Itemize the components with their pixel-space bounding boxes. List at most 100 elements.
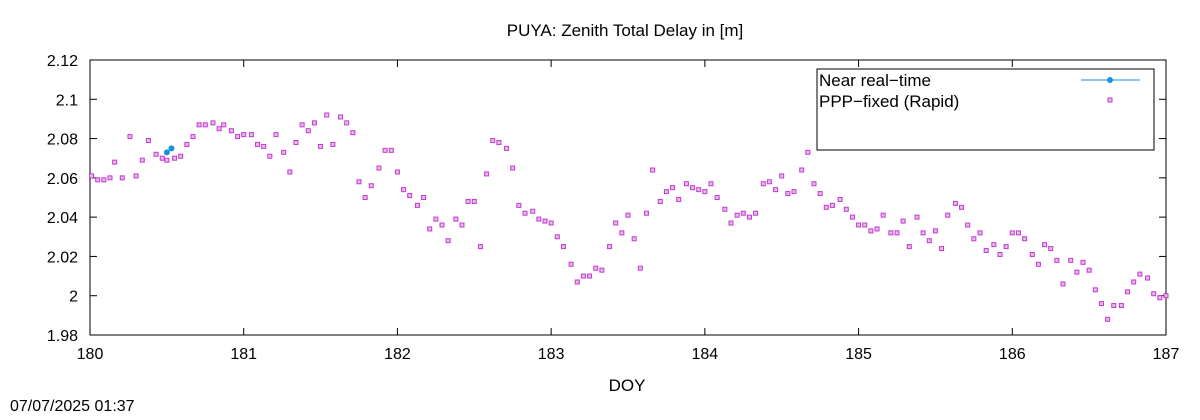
ppp-fixed-point [740,210,746,216]
ppp-fixed-point [453,216,459,222]
ppp-fixed-point [714,195,720,200]
ppp-fixed-point [210,120,216,126]
ppp-fixed-point [657,198,663,204]
ppp-fixed-point [414,202,420,208]
ppp-fixed-point [477,244,483,250]
ppp-fixed-point [1137,271,1143,277]
ppp-fixed-point [977,230,983,236]
ppp-fixed-point [625,212,631,218]
ppp-fixed-point [554,234,560,240]
ppp-fixed-point [914,214,920,220]
ppp-fixed-point [1042,242,1048,248]
ppp-fixed-point [952,200,958,206]
ppp-fixed-point [805,149,811,155]
ppp-fixed-point [1157,295,1163,301]
ppp-fixed-point [811,181,817,187]
ppp-fixed-point [823,204,829,210]
ppp-fixed-point [190,134,196,140]
ppp-fixed-point [1131,279,1137,285]
ppp-fixed-point [153,151,159,157]
ppp-fixed-point [548,220,554,226]
ppp-fixed-point [1086,267,1092,273]
ppp-fixed-point [368,183,374,189]
ppp-fixed-point [1111,303,1117,309]
ppp-fixed-point [829,202,835,208]
ppp-fixed-point [1035,261,1041,267]
ppp-fixed-point [542,218,548,224]
ppp-fixed-point [164,157,170,163]
ppp-fixed-point [338,114,344,120]
ppp-fixed-point [587,273,593,279]
ppp-fixed-point [344,120,350,126]
ppp-fixed-point [484,171,490,177]
ppp-fixed-point [1105,316,1111,322]
ppp-fixed-point [643,210,649,216]
ppp-fixed-point [1145,275,1151,281]
ppp-fixed-point [945,212,951,218]
ppp-fixed-point [536,216,542,222]
legend-box [816,68,1155,151]
ppp-fixed-point [728,220,734,226]
ppp-fixed-point [1125,289,1131,295]
ppp-fixed-point [273,132,279,138]
ppp-fixed-point [888,230,894,236]
ppp-fixed-point [318,143,324,149]
y-tick-label: 2 [69,289,78,306]
ppp-fixed-point [496,140,502,145]
ppp-fixed-point [445,238,451,244]
ppp-fixed-point [874,226,880,232]
ppp-fixed-point [670,185,676,191]
ppp-fixed-point [766,179,772,185]
ppp-fixed-point [261,143,267,149]
x-tick-label: 180 [77,346,104,363]
ppp-fixed-point [920,230,926,236]
x-tick-label: 184 [692,346,719,363]
ppp-fixed-point [785,191,791,197]
y-tick-label: 2.08 [47,132,78,149]
ppp-fixed-point [407,193,413,199]
ppp-fixed-point [991,242,997,248]
ppp-fixed-point [235,134,241,140]
ppp-fixed-point [1029,251,1035,257]
ppp-fixed-point [696,187,702,193]
x-axis-label: DOY [609,376,646,395]
y-tick-label: 1.98 [47,328,78,345]
ppp-fixed-point [702,189,708,195]
ppp-fixed-point [900,218,906,224]
ppp-fixed-point [1151,291,1157,297]
ppp-fixed-point [856,222,862,228]
ppp-fixed-point [89,173,95,179]
ppp-fixed-point [516,202,522,208]
x-tick-label: 187 [1153,346,1180,363]
ppp-fixed-point [119,175,125,181]
ppp-fixed-point [1074,269,1080,275]
legend-label-ppp-fixed: PPP−fixed (Rapid) [819,92,959,111]
ppp-fixed-point [683,181,689,187]
ppp-fixed-point [510,165,516,171]
ppp-fixed-point [722,206,728,212]
ppp-fixed-point [394,169,400,175]
ppp-fixed-point [362,195,368,200]
ppp-fixed-point [906,244,912,250]
ppp-fixed-point [753,210,759,216]
ppp-fixed-point [959,204,965,210]
ppp-fixed-point [330,141,336,147]
y-tick-label: 2.12 [47,53,78,70]
ppp-fixed-point [421,195,427,200]
ppp-fixed-point [593,265,599,271]
ppp-fixed-point [388,147,394,153]
ppp-fixed-point [530,208,536,214]
ppp-fixed-point [139,157,145,163]
ppp-fixed-series [89,112,1169,322]
ppp-fixed-point [971,236,977,242]
ppp-fixed-point [459,222,465,228]
legend-label-near-real-time: Near real−time [819,71,931,90]
legend-swatch-ppp-fixed-marker [1107,97,1113,103]
y-axis-ticks: 1.98 2 2.02 2.04 2.06 2.08 2.1 2.12 [47,53,1166,345]
ppp-fixed-point [799,167,805,173]
ppp-fixed-point [983,248,989,254]
x-tick-label: 181 [230,346,257,363]
ppp-fixed-point [228,128,234,134]
chart-title: PUYA: Zenith Total Delay in [m] [507,21,744,40]
